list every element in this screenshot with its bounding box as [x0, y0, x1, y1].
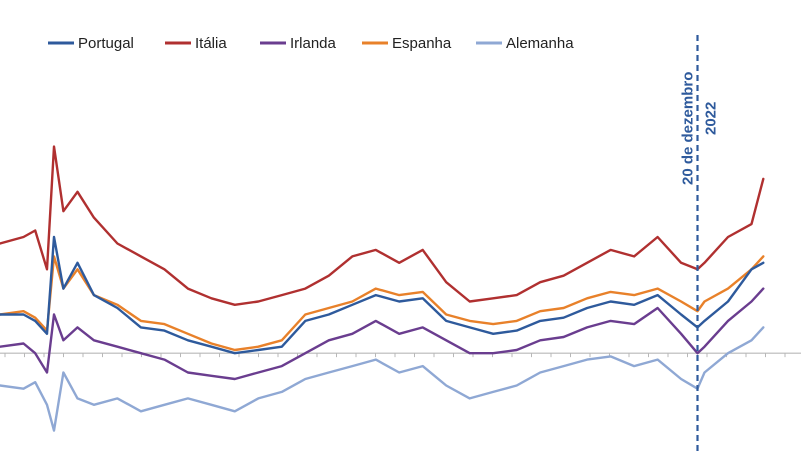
x-axis-ticks	[4, 353, 786, 358]
series-line-alemanha	[0, 326, 765, 432]
series-line-espanha	[0, 255, 765, 352]
legend-label: Itália	[195, 35, 227, 52]
series-group	[0, 145, 765, 432]
legend-item: Itália	[165, 35, 227, 52]
annotation-label-year: 2022	[703, 102, 720, 135]
legend-label: Espanha	[392, 35, 452, 52]
series-line-itlia	[0, 145, 765, 306]
legend-item: Espanha	[362, 35, 452, 52]
legend-item: Irlanda	[260, 35, 337, 52]
legend-label: Irlanda	[290, 35, 337, 52]
legend-label: Alemanha	[506, 35, 574, 52]
series-line-portugal	[0, 235, 765, 355]
legend: Portugal Itália Irlanda Espanha Alemanha	[48, 35, 574, 52]
legend-label: Portugal	[78, 35, 134, 52]
series-line-irlanda	[0, 287, 765, 381]
legend-item: Alemanha	[476, 35, 574, 52]
legend-item: Portugal	[48, 35, 134, 52]
annotation-label-date: 20 de dezembro	[680, 72, 697, 185]
